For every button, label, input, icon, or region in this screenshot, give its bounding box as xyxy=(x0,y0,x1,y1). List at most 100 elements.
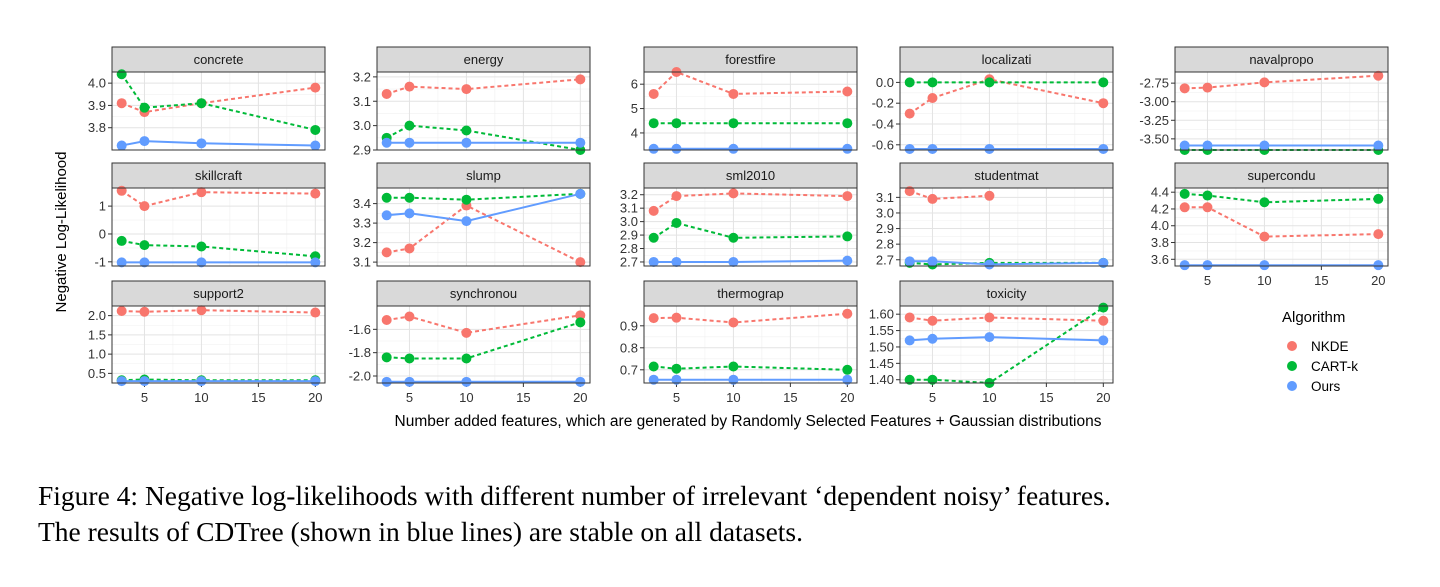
x-tick-label: 10 xyxy=(1257,273,1271,288)
data-point xyxy=(139,376,150,387)
data-point xyxy=(1259,197,1270,208)
data-point xyxy=(1179,83,1190,94)
data-point xyxy=(927,93,938,103)
data-point xyxy=(927,256,938,267)
panel-border xyxy=(111,187,326,267)
data-point xyxy=(381,192,392,203)
data-point xyxy=(310,376,321,387)
panel-studentmat: studentmat 2.72.82.93.03.1 xyxy=(876,162,1114,270)
series-line xyxy=(909,78,1104,115)
series-line xyxy=(1184,74,1379,90)
y-tick-label: 5 xyxy=(631,101,638,116)
data-point xyxy=(139,201,150,212)
data-point xyxy=(116,98,127,109)
data-point xyxy=(139,102,150,113)
data-point xyxy=(927,333,938,344)
panel-title: concrete xyxy=(194,52,244,67)
series-nkde xyxy=(648,308,853,328)
panel-border xyxy=(111,71,326,151)
data-point xyxy=(461,353,472,364)
series-line xyxy=(653,70,848,95)
caption-line-2: The results of CDTree (shown in blue lin… xyxy=(38,516,803,547)
panel-title: localizati xyxy=(982,52,1032,67)
series-cart-k xyxy=(904,77,1109,88)
panel-forestfire: forestfire 4 5 6 xyxy=(631,46,858,154)
legend-label-nkde: NKDE xyxy=(1311,339,1349,354)
panel-title: forestfire xyxy=(725,52,776,67)
data-point xyxy=(1373,193,1384,204)
series-line xyxy=(653,312,848,324)
data-point xyxy=(1373,260,1384,271)
data-point xyxy=(927,315,938,326)
data-point xyxy=(927,143,938,154)
y-tick-label: 2.7 xyxy=(620,254,638,269)
series-cart-k xyxy=(648,217,853,243)
data-point xyxy=(196,305,207,316)
data-point xyxy=(671,143,682,154)
series-nkde xyxy=(648,188,853,216)
data-point xyxy=(404,120,415,131)
plot-background xyxy=(644,188,857,266)
data-point xyxy=(1098,315,1109,326)
y-tick-label: 0.7 xyxy=(620,362,638,377)
data-point xyxy=(1179,140,1190,151)
series-line xyxy=(386,192,581,201)
series-ours xyxy=(904,256,1109,270)
data-point xyxy=(648,205,659,216)
data-point xyxy=(1202,82,1213,93)
data-point xyxy=(1179,202,1190,213)
panel-border xyxy=(376,187,591,267)
x-tick-label: 20 xyxy=(573,390,587,405)
data-point xyxy=(575,376,586,387)
faceted-line-chart: concrete3.83.94.0energy2.93.03.13.2fores… xyxy=(53,46,1389,430)
x-tick-label: 20 xyxy=(308,390,322,405)
legend-label-ours: Ours xyxy=(1311,379,1341,394)
panel-strip xyxy=(899,280,1114,307)
data-point xyxy=(1179,188,1190,199)
panel-border xyxy=(376,71,591,151)
series-nkde xyxy=(116,305,321,318)
series-nkde xyxy=(1179,202,1384,242)
y-tick-label: 3.6 xyxy=(1151,252,1169,267)
series-nkde xyxy=(904,312,1109,326)
y-tick-label: 3.1 xyxy=(876,190,894,205)
legend-label-cart-k: CART-k xyxy=(1311,359,1358,374)
panel-title: studentmat xyxy=(974,168,1039,183)
data-point xyxy=(842,364,853,375)
series-cart-k xyxy=(116,235,321,262)
y-tick-label: -0.2 xyxy=(872,96,894,111)
panel-title: skillcraft xyxy=(195,168,242,183)
panel-strip xyxy=(643,162,858,189)
data-point xyxy=(728,118,739,129)
data-point xyxy=(842,231,853,242)
y-tick-label: -2.75 xyxy=(1139,76,1169,91)
x-tick-label: 15 xyxy=(1039,390,1053,405)
panel-title: navalpropo xyxy=(1249,52,1313,67)
series-cart-k xyxy=(648,361,853,375)
y-tick-label: 3.8 xyxy=(1151,235,1169,250)
data-point xyxy=(904,374,915,385)
data-point xyxy=(904,77,915,88)
panel-border xyxy=(899,305,1114,384)
panel-border xyxy=(899,187,1114,267)
y-tick-label: -3.00 xyxy=(1139,94,1169,109)
y-tick-label: -1 xyxy=(94,254,106,269)
panel-slump: slump 3.1 3.2 3.3 3.4 xyxy=(353,162,591,270)
panel-border xyxy=(899,71,1114,151)
y-tick-label: 3.9 xyxy=(88,98,106,113)
series-line xyxy=(121,239,316,258)
x-tick-label: 5 xyxy=(406,390,413,405)
series-ours xyxy=(116,257,321,268)
data-point xyxy=(1179,260,1190,271)
series-cart-k xyxy=(1179,188,1384,208)
panel-synchronou: synchronou -2.0 -1.8 -1.6 5 10 15 20 xyxy=(349,280,591,405)
data-point xyxy=(728,88,739,99)
data-point xyxy=(984,312,995,323)
figure-caption: Figure 4: Negative log-likelihoods with … xyxy=(38,478,1428,550)
data-point xyxy=(404,243,415,254)
series-line xyxy=(1184,206,1379,238)
data-point xyxy=(728,188,739,199)
data-point xyxy=(139,257,150,268)
series-ours xyxy=(116,376,321,387)
y-tick-label: 3.0 xyxy=(620,214,638,229)
